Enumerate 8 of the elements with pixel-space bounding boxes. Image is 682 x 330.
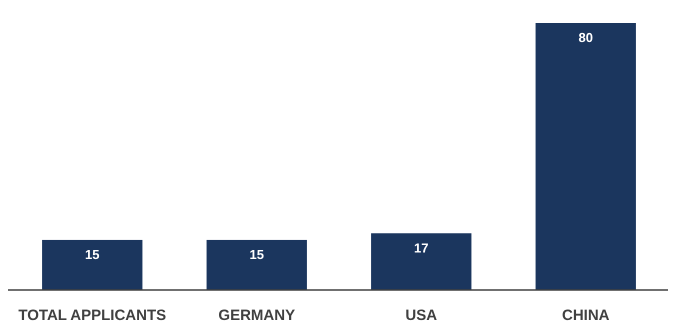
x-tick-label: CHINA (562, 307, 610, 324)
data-label: 80 (578, 30, 593, 45)
x-tick-label: TOTAL APPLICANTS (18, 307, 166, 324)
data-label: 15 (85, 246, 100, 262)
x-tick-label: USA (405, 307, 438, 324)
data-label: 17 (414, 240, 428, 256)
data-label: 15 (250, 246, 264, 262)
x-tick-label: GERMANY (218, 307, 296, 324)
